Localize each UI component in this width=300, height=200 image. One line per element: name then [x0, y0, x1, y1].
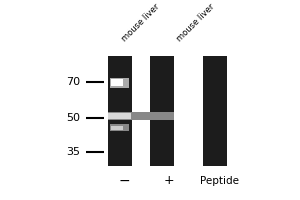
Bar [110, 78, 129, 88]
Text: Peptide: Peptide [200, 176, 239, 186]
Text: 35: 35 [66, 147, 80, 157]
Text: 70: 70 [66, 77, 80, 87]
Bar [110, 124, 129, 131]
Bar [108, 113, 131, 119]
Text: mouse liver: mouse liver [175, 2, 216, 43]
Bar [108, 56, 132, 166]
Text: mouse liver: mouse liver [120, 2, 161, 43]
Bar [150, 56, 174, 166]
Bar [111, 79, 123, 86]
Text: 50: 50 [66, 113, 80, 123]
Bar [203, 56, 227, 166]
Text: −: − [119, 174, 130, 188]
Text: +: + [164, 174, 175, 187]
Bar [108, 112, 174, 120]
Bar [111, 126, 123, 130]
